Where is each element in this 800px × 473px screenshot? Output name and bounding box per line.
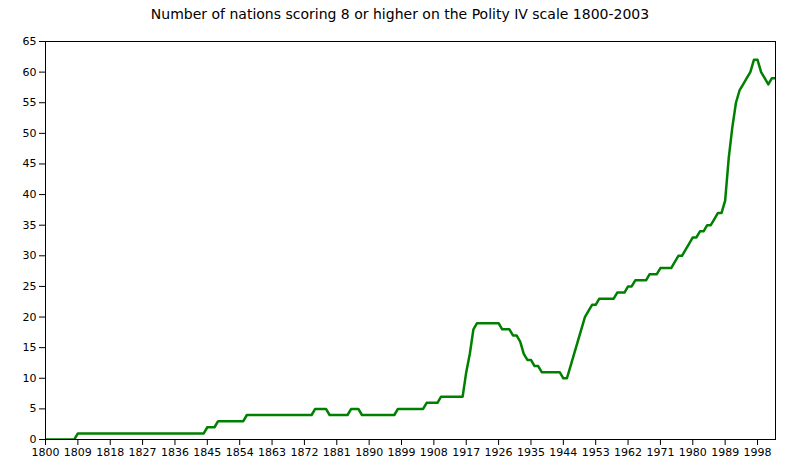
svg-text:1890: 1890 — [355, 446, 383, 459]
svg-text:30: 30 — [23, 249, 37, 262]
svg-text:1908: 1908 — [420, 446, 448, 459]
svg-text:1872: 1872 — [290, 446, 318, 459]
svg-text:1953: 1953 — [582, 446, 610, 459]
svg-text:1926: 1926 — [485, 446, 513, 459]
svg-text:1854: 1854 — [226, 446, 254, 459]
svg-text:65: 65 — [23, 35, 37, 48]
svg-text:1818: 1818 — [96, 446, 124, 459]
svg-text:1944: 1944 — [549, 446, 577, 459]
svg-text:1881: 1881 — [323, 446, 351, 459]
svg-text:35: 35 — [23, 219, 37, 232]
svg-text:1863: 1863 — [258, 446, 286, 459]
svg-text:10: 10 — [23, 372, 37, 385]
svg-text:1809: 1809 — [64, 446, 92, 459]
svg-text:1899: 1899 — [388, 446, 416, 459]
svg-text:15: 15 — [23, 341, 37, 354]
svg-text:1935: 1935 — [517, 446, 545, 459]
svg-text:1989: 1989 — [711, 446, 739, 459]
svg-text:1917: 1917 — [452, 446, 480, 459]
svg-text:50: 50 — [23, 127, 37, 140]
svg-text:1845: 1845 — [193, 446, 221, 459]
svg-text:1827: 1827 — [129, 446, 157, 459]
svg-text:5: 5 — [30, 402, 37, 415]
svg-text:1971: 1971 — [646, 446, 674, 459]
svg-text:55: 55 — [23, 96, 37, 109]
svg-text:45: 45 — [23, 157, 37, 170]
html-text:Number of nations scoring 8 or: Number of nations scoring 8 or higher on… — [150, 6, 650, 22]
svg-text:1980: 1980 — [679, 446, 707, 459]
svg-text:1800: 1800 — [32, 446, 60, 459]
svg-text:40: 40 — [23, 188, 37, 201]
svg-text:25: 25 — [23, 280, 37, 293]
svg-text:1836: 1836 — [161, 446, 189, 459]
svg-text:1998: 1998 — [744, 446, 772, 459]
svg-text:0: 0 — [30, 433, 37, 446]
svg-text:20: 20 — [23, 311, 37, 324]
svg-text:1962: 1962 — [614, 446, 642, 459]
svg-text:60: 60 — [23, 66, 37, 79]
